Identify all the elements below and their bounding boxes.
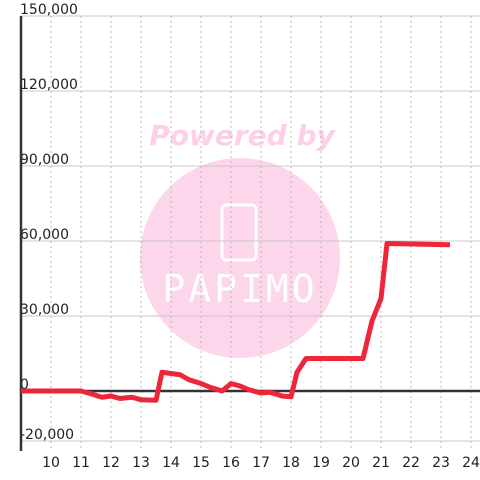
x-tick-label: 23 [432, 455, 450, 471]
x-tick-label: 15 [192, 455, 210, 471]
x-tick-label: 20 [342, 455, 360, 471]
y-tick-label: 60,000 [20, 227, 69, 243]
x-tick-label: 14 [162, 455, 180, 471]
watermark-phone [220, 203, 258, 262]
line-series [21, 241, 451, 403]
y-tick-label: 90,000 [20, 152, 69, 168]
x-tick-label: 17 [252, 455, 270, 471]
x-tick-label: 13 [132, 455, 150, 471]
x-tick-label: 11 [72, 455, 90, 471]
y-tick-label: -20,000 [20, 427, 74, 443]
x-tick-label: 21 [372, 455, 390, 471]
y-tick-label: 120,000 [20, 77, 78, 93]
x-tick-label: 18 [282, 455, 300, 471]
x-tick-label: 24 [462, 455, 480, 471]
x-tick-label: 16 [222, 455, 240, 471]
watermark-title: Powered by [149, 119, 336, 152]
x-tick-label: 19 [312, 455, 330, 471]
y-tick-label: 150,000 [20, 2, 78, 18]
y-tick-label: 30,000 [20, 302, 69, 318]
x-tick-label: 12 [102, 455, 120, 471]
x-tick-label: 22 [402, 455, 420, 471]
y-tick-label: 0 [20, 377, 29, 393]
watermark-circle [140, 158, 340, 358]
x-tick-label: 10 [42, 455, 60, 471]
watermark-brand: PAPIMO [162, 267, 317, 311]
